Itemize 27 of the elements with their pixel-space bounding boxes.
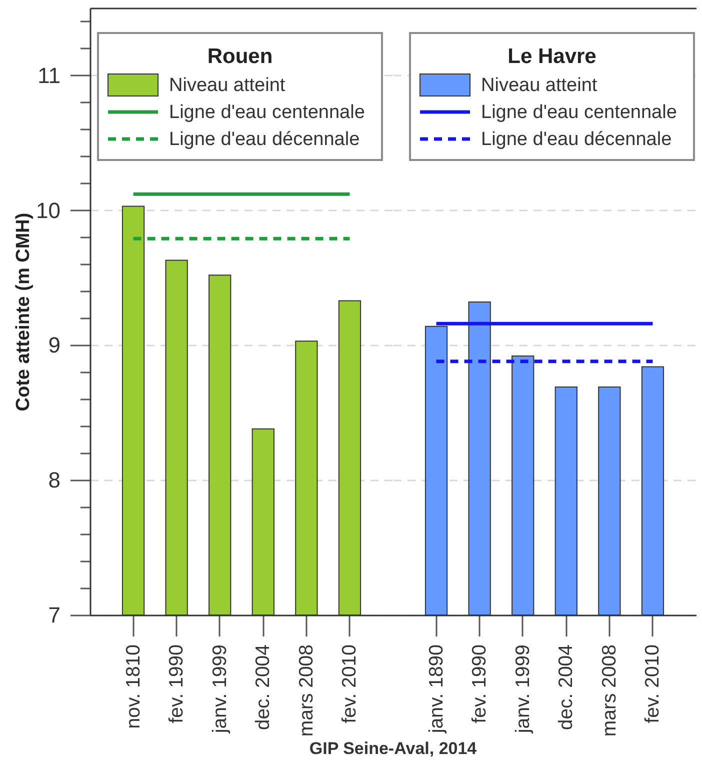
legend-label: Niveau atteint <box>481 75 598 96</box>
legend-label: Ligne d'eau centennale <box>169 102 365 123</box>
text: GIP Seine-Aval, 2014 <box>309 739 478 758</box>
x-tick-label: fev. 1990 <box>166 644 188 724</box>
legend-label: Ligne d'eau décennale <box>169 129 360 150</box>
y-tick-label: 7 <box>48 602 60 628</box>
legend-label: Ligne d'eau décennale <box>481 129 672 150</box>
y-tick-label: 11 <box>38 62 60 88</box>
x-tick-label: fev. 1990 <box>468 644 491 724</box>
x-tick-label: janv. 1890 <box>425 644 448 734</box>
x-tick-label: fev. 2010 <box>642 644 664 724</box>
x-tick-label: dec. 2004 <box>555 644 578 730</box>
y-tick-label: 10 <box>36 198 60 223</box>
y-tick-label: 8 <box>48 468 60 493</box>
legend-label: Ligne d'eau centennale <box>481 102 677 123</box>
x-tick-label: mars 2008 <box>598 644 620 737</box>
legend-title: Le Havre <box>508 45 596 68</box>
x-tick-label: janv. 1999 <box>208 644 231 734</box>
x-tick-label: dec. 2004 <box>252 644 274 730</box>
legend-title: Rouen <box>207 45 273 68</box>
legend-label: Niveau atteint <box>169 75 286 96</box>
x-tick-label: janv. 1999 <box>512 644 534 734</box>
x-tick-label: nov. 1810 <box>122 644 144 729</box>
y-tick-label: 9 <box>48 332 60 358</box>
x-tick-label: fev. 2010 <box>338 644 361 724</box>
x-tick-label: mars 2008 <box>295 644 318 737</box>
y-axis-title: Cote atteinte (m CMH) <box>13 212 34 412</box>
